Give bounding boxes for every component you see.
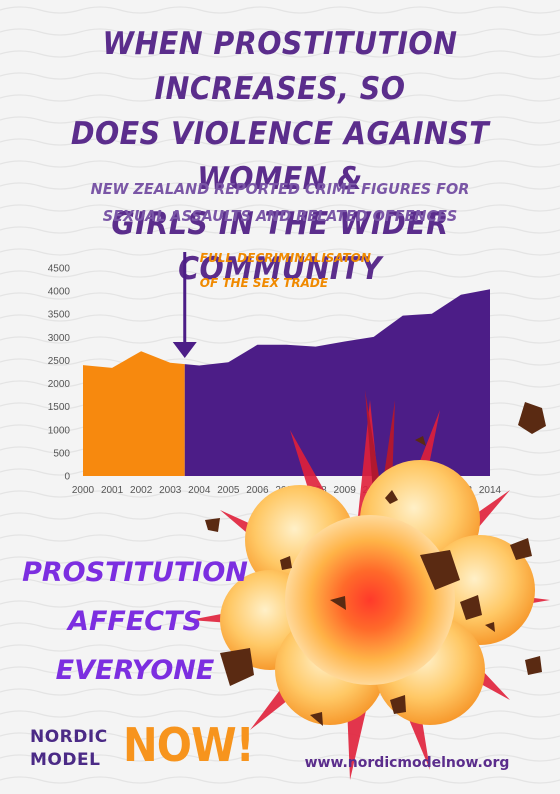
- area-before-decriminalisation: [83, 351, 185, 476]
- subtitle-line-1: NEW ZEALAND REPORTED CRIME FIGURES FOR: [90, 180, 470, 198]
- annotation-arrow-head: [172, 342, 197, 358]
- x-tick-label: 2003: [159, 485, 182, 496]
- y-tick-label: 4000: [48, 287, 71, 298]
- debris-pieces: [205, 402, 546, 726]
- slogan: PROSTITUTION AFFECTS EVERYONE: [20, 548, 250, 695]
- x-tick-label: 2004: [188, 485, 211, 496]
- x-tick-label: 2000: [72, 485, 95, 496]
- nordic-model-now-logo: NORDIC MODEL NOW!: [30, 718, 260, 780]
- y-tick-label: 3000: [48, 333, 71, 344]
- y-tick-label: 500: [53, 448, 70, 459]
- y-tick-label: 4500: [48, 264, 71, 275]
- slogan-line-1: PROSTITUTION: [22, 557, 248, 588]
- y-tick-label: 1000: [48, 425, 71, 436]
- x-tick-label: 2002: [130, 485, 153, 496]
- y-tick-label: 2500: [48, 356, 71, 367]
- headline: WHEN PROSTITUTION INCREASES, SO DOES VIO…: [22, 22, 537, 292]
- slogan-line-2: AFFECTS: [68, 606, 202, 637]
- headline-line-1: WHEN PROSTITUTION INCREASES, SO: [102, 26, 458, 107]
- chart-subtitle: NEW ZEALAND REPORTED CRIME FIGURES FOR S…: [11, 176, 549, 230]
- x-tick-label: 2014: [479, 485, 502, 496]
- y-tick-label: 3500: [48, 310, 71, 321]
- y-tick-label: 2000: [48, 379, 71, 390]
- subtitle-line-2: SEXUAL ASSAULTS AND RELATED OFFENCES: [102, 207, 458, 225]
- headline-line-3: GIRLS IN THE WIDER COMMUNITY: [111, 206, 449, 287]
- explosion-graphic: [190, 390, 550, 780]
- logo-model-text: MODEL: [30, 750, 101, 770]
- x-tick-label: 2005: [217, 485, 240, 496]
- annotation-label-line-2: OF THE SEX TRADE: [200, 276, 329, 290]
- logo-now-text: NOW!: [123, 718, 255, 772]
- headline-line-2: DOES VIOLENCE AGAINST WOMEN &: [70, 116, 490, 197]
- y-tick-label: 0: [64, 472, 70, 483]
- slogan-line-3: EVERYONE: [55, 655, 215, 686]
- annotation-label-line-1: FULL DECRIMINALISATON: [200, 251, 371, 265]
- x-tick-label: 2006: [246, 485, 269, 496]
- area-after-decriminalisation: [184, 289, 490, 476]
- logo-nordic-text: NORDIC: [30, 727, 108, 747]
- website-url[interactable]: www.nordicmodelnow.org: [304, 755, 510, 771]
- y-tick-label: 1500: [48, 402, 71, 413]
- crime-area-chart: 0 500 1000 1500 2000 2500 3000 3500 4000 4500 200…: [48, 251, 502, 496]
- x-tick-label: 2009: [334, 485, 357, 496]
- x-tick-label: 2001: [101, 485, 124, 496]
